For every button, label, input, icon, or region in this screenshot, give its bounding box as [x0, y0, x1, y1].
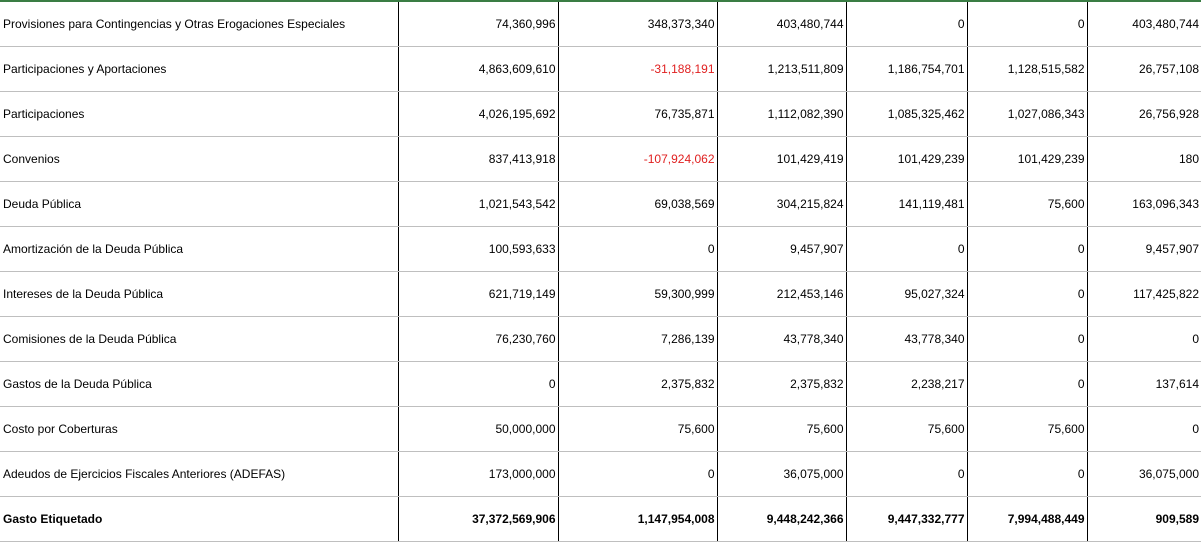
value-cell[interactable]: 101,429,239	[846, 136, 968, 182]
value-cell[interactable]: 0	[967, 451, 1088, 497]
value-cell[interactable]: 59,300,999	[558, 271, 718, 317]
value-cell[interactable]: 76,230,760	[398, 316, 559, 362]
value-cell[interactable]: 0	[558, 451, 718, 497]
value-cell[interactable]: 0	[967, 271, 1088, 317]
value-cell[interactable]: 36,075,000	[717, 451, 847, 497]
value-cell[interactable]: 43,778,340	[717, 316, 847, 362]
value-cell[interactable]: 837,413,918	[398, 136, 559, 182]
table-row: Amortización de la Deuda Pública 100,593…	[0, 226, 1201, 272]
value-cell[interactable]: 0	[398, 361, 559, 407]
value-cell[interactable]: 26,756,928	[1087, 91, 1201, 137]
value-cell[interactable]: 4,863,609,610	[398, 46, 559, 92]
value-cell[interactable]: 100,593,633	[398, 226, 559, 272]
row-label-cell[interactable]: Amortización de la Deuda Pública	[0, 226, 399, 272]
value-cell[interactable]: 403,480,744	[717, 2, 847, 47]
row-label-cell[interactable]: Costo por Coberturas	[0, 406, 399, 452]
row-label-cell[interactable]: Gastos de la Deuda Pública	[0, 361, 399, 407]
row-label-cell[interactable]: Comisiones de la Deuda Pública	[0, 316, 399, 362]
value-cell[interactable]: 2,238,217	[846, 361, 968, 407]
value-cell[interactable]: 173,000,000	[398, 451, 559, 497]
value-cell[interactable]: 141,119,481	[846, 181, 968, 227]
row-label-cell[interactable]: Intereses de la Deuda Pública	[0, 271, 399, 317]
value-cell[interactable]: 75,600	[846, 406, 968, 452]
value-cell[interactable]: 37,372,569,906	[398, 496, 559, 542]
value-cell[interactable]: 304,215,824	[717, 181, 847, 227]
value-cell[interactable]: 75,600	[717, 406, 847, 452]
value-cell[interactable]: 909,589	[1087, 496, 1201, 542]
value-cell[interactable]: -107,924,062	[558, 136, 718, 182]
table-row: Participaciones 4,026,195,692 76,735,871…	[0, 91, 1201, 137]
row-label-cell[interactable]: Participaciones y Aportaciones	[0, 46, 399, 92]
value-cell[interactable]: 26,757,108	[1087, 46, 1201, 92]
value-cell[interactable]: 0	[967, 2, 1088, 47]
row-label-cell[interactable]: Gasto Etiquetado	[0, 496, 399, 542]
table-row: Comisiones de la Deuda Pública 76,230,76…	[0, 316, 1201, 362]
value-cell[interactable]: 76,735,871	[558, 91, 718, 137]
value-cell[interactable]: 0	[1087, 406, 1201, 452]
value-cell[interactable]: 1,112,082,390	[717, 91, 847, 137]
value-cell[interactable]: 1,186,754,701	[846, 46, 968, 92]
value-cell[interactable]: 137,614	[1087, 361, 1201, 407]
value-cell[interactable]: 7,994,488,449	[967, 496, 1088, 542]
value-cell[interactable]: 75,600	[967, 181, 1088, 227]
value-cell[interactable]: 0	[967, 226, 1088, 272]
value-cell[interactable]: 1,027,086,343	[967, 91, 1088, 137]
value-cell[interactable]: 36,075,000	[1087, 451, 1201, 497]
value-cell[interactable]: 95,027,324	[846, 271, 968, 317]
value-cell[interactable]: 0	[967, 361, 1088, 407]
value-cell[interactable]: 2,375,832	[558, 361, 718, 407]
value-cell[interactable]: 0	[846, 2, 968, 47]
value-cell[interactable]: 50,000,000	[398, 406, 559, 452]
table-row: Costo por Coberturas 50,000,000 75,600 7…	[0, 406, 1201, 452]
value-cell[interactable]: 0	[846, 226, 968, 272]
value-cell[interactable]: 74,360,996	[398, 2, 559, 47]
value-cell[interactable]: 163,096,343	[1087, 181, 1201, 227]
value-cell[interactable]: 4,026,195,692	[398, 91, 559, 137]
value-cell[interactable]: 9,447,332,777	[846, 496, 968, 542]
table-row: Convenios 837,413,918 -107,924,062 101,4…	[0, 136, 1201, 182]
value-cell[interactable]: 117,425,822	[1087, 271, 1201, 317]
value-cell[interactable]: 0	[558, 226, 718, 272]
table-row: Deuda Pública 1,021,543,542 69,038,569 3…	[0, 181, 1201, 227]
value-cell[interactable]: 1,213,511,809	[717, 46, 847, 92]
value-cell[interactable]: 1,021,543,542	[398, 181, 559, 227]
value-cell[interactable]: 0	[846, 451, 968, 497]
value-cell[interactable]: 75,600	[967, 406, 1088, 452]
total-row: Gasto Etiquetado 37,372,569,906 1,147,95…	[0, 496, 1201, 542]
row-label-cell[interactable]: Deuda Pública	[0, 181, 399, 227]
value-cell[interactable]: 101,429,239	[967, 136, 1088, 182]
table-row: Intereses de la Deuda Pública 621,719,14…	[0, 271, 1201, 317]
value-cell[interactable]: 212,453,146	[717, 271, 847, 317]
value-cell[interactable]: 403,480,744	[1087, 2, 1201, 47]
value-cell[interactable]: 621,719,149	[398, 271, 559, 317]
value-cell[interactable]: 1,128,515,582	[967, 46, 1088, 92]
value-cell[interactable]: 1,147,954,008	[558, 496, 718, 542]
value-cell[interactable]: 180	[1087, 136, 1201, 182]
value-cell[interactable]: 348,373,340	[558, 2, 718, 47]
row-label-cell[interactable]: Adeudos de Ejercicios Fiscales Anteriore…	[0, 451, 399, 497]
table-row: Adeudos de Ejercicios Fiscales Anteriore…	[0, 451, 1201, 497]
value-cell[interactable]: 0	[967, 316, 1088, 362]
value-cell[interactable]: 9,457,907	[717, 226, 847, 272]
sheet-top-border	[0, 0, 1201, 2]
value-cell[interactable]: 75,600	[558, 406, 718, 452]
value-cell[interactable]: 69,038,569	[558, 181, 718, 227]
value-cell[interactable]: 1,085,325,462	[846, 91, 968, 137]
table-row: Participaciones y Aportaciones 4,863,609…	[0, 46, 1201, 92]
value-cell[interactable]: 0	[1087, 316, 1201, 362]
value-cell[interactable]: 43,778,340	[846, 316, 968, 362]
value-cell[interactable]: 7,286,139	[558, 316, 718, 362]
table-row: Gastos de la Deuda Pública 0 2,375,832 2…	[0, 361, 1201, 407]
row-label-cell[interactable]: Provisiones para Contingencias y Otras E…	[0, 2, 399, 47]
value-cell[interactable]: 2,375,832	[717, 361, 847, 407]
row-label-cell[interactable]: Convenios	[0, 136, 399, 182]
value-cell[interactable]: 9,457,907	[1087, 226, 1201, 272]
value-cell[interactable]: 101,429,419	[717, 136, 847, 182]
value-cell[interactable]: -31,188,191	[558, 46, 718, 92]
row-label-cell[interactable]: Participaciones	[0, 91, 399, 137]
value-cell[interactable]: 9,448,242,366	[717, 496, 847, 542]
table-row: Provisiones para Contingencias y Otras E…	[0, 2, 1201, 47]
